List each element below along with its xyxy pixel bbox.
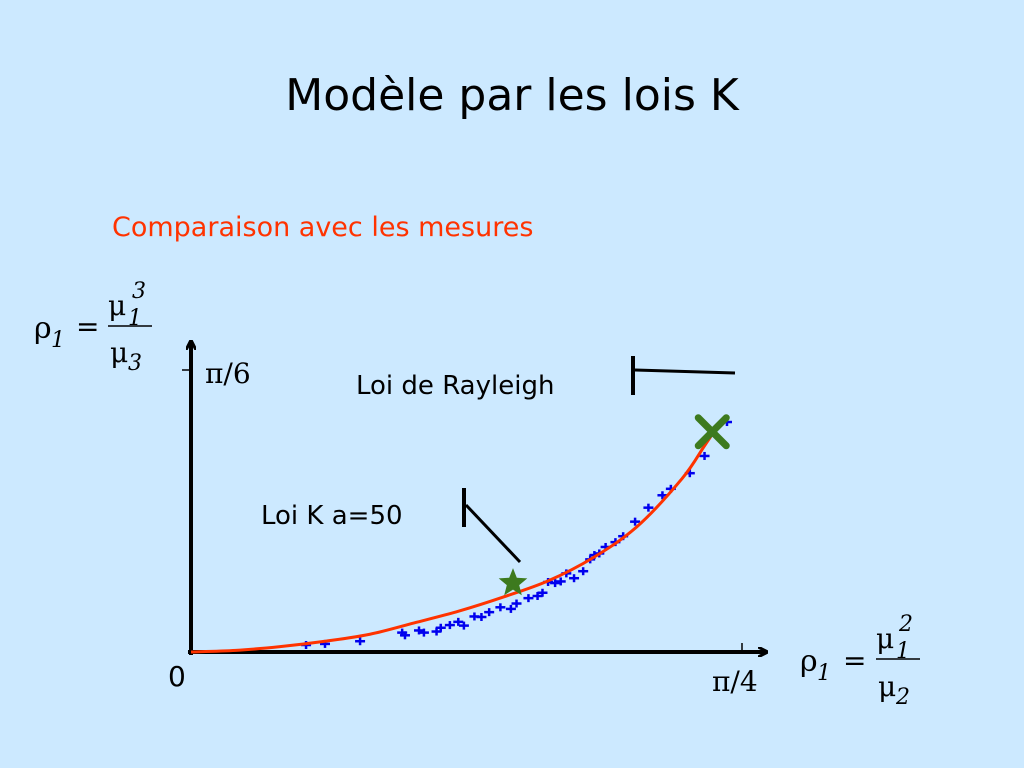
- data-point: [569, 574, 580, 583]
- measurement-points: [301, 418, 732, 649]
- x-formula-lhs: ρ: [800, 644, 818, 679]
- k-law-connector: [464, 503, 522, 564]
- rayleigh-marker: [694, 414, 730, 450]
- x-formula-num-sup: 2: [898, 612, 913, 637]
- y-formula-den-sub: 3: [128, 351, 142, 376]
- data-point: [435, 623, 446, 632]
- data-point: [505, 604, 516, 613]
- x-formula-den-sub: 2: [895, 685, 910, 710]
- data-point: [453, 617, 464, 626]
- x-formula-den: μ: [878, 670, 896, 703]
- data-point: [550, 579, 561, 588]
- x-max-label: π/4: [712, 665, 758, 698]
- data-point: [418, 628, 429, 637]
- k-law-label: Loi K a=50: [261, 501, 403, 531]
- rayleigh-connector: [634, 368, 736, 375]
- data-point: [399, 631, 410, 640]
- slide-subtitle: Comparaison avec les mesures: [112, 212, 534, 243]
- y-formula-num: μ: [108, 289, 126, 322]
- x-formula-eq: =: [843, 644, 866, 677]
- data-point: [355, 637, 366, 646]
- x-formula-num-sub: 1: [896, 639, 910, 664]
- data-point: [476, 612, 487, 621]
- data-point: [444, 621, 455, 630]
- y-formula-num-sub: 1: [128, 306, 142, 331]
- x-axis-formula: ρ 1 = μ 1 2 μ 2: [800, 612, 920, 710]
- y-axis-formula: ρ 1 = μ 1 3 μ 3: [34, 279, 152, 376]
- data-point: [523, 594, 534, 603]
- x-formula-num: μ: [876, 622, 894, 655]
- data-point: [495, 603, 506, 612]
- y-formula-den: μ: [110, 336, 128, 369]
- y-formula-lhs: ρ: [34, 311, 52, 346]
- data-point: [555, 577, 566, 586]
- data-point: [537, 588, 548, 597]
- y-formula-num-sup: 3: [132, 279, 146, 304]
- data-point: [643, 503, 654, 512]
- data-point: [578, 567, 589, 576]
- k-law-marker: [498, 568, 528, 596]
- data-point: [630, 517, 641, 526]
- data-point: [699, 451, 710, 460]
- data-point: [458, 621, 469, 630]
- y-formula-lhs-sub: 1: [51, 328, 65, 353]
- y-max-label: π/6: [205, 357, 251, 390]
- fitted-curve: [190, 428, 718, 654]
- annotation-markers: [498, 414, 730, 596]
- data-point: [511, 599, 522, 608]
- origin-label: 0: [168, 660, 186, 693]
- x-formula-lhs-sub: 1: [817, 661, 831, 686]
- y-formula-eq: =: [76, 310, 99, 343]
- rayleigh-label: Loi de Rayleigh: [356, 371, 554, 401]
- slide-title: Modèle par les lois K: [285, 70, 739, 121]
- data-point: [484, 608, 495, 617]
